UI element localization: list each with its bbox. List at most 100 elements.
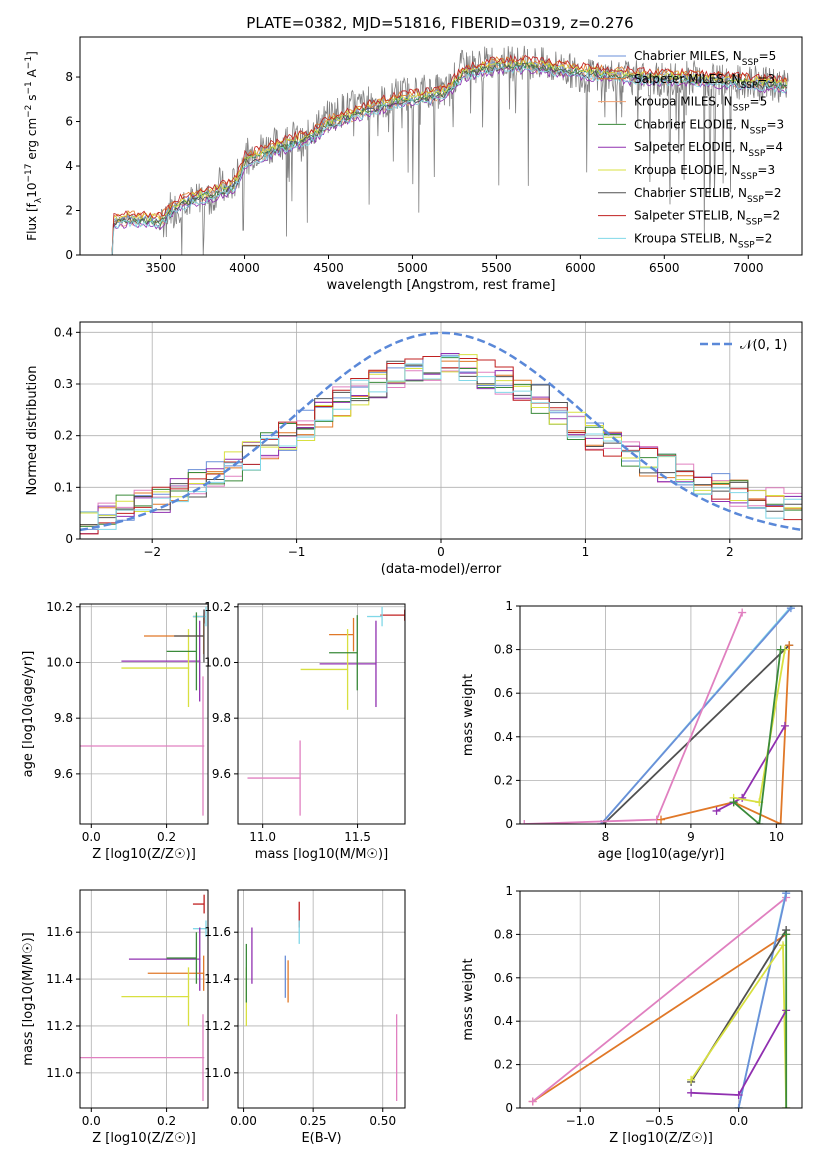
y-tick-label: 11.2 — [204, 1019, 231, 1033]
y-axis-label: mass [log10(M/M☉)] — [21, 932, 36, 1065]
chart-title: PLATE=0382, MJD=51816, FIBERID=0319, z=0… — [246, 14, 633, 32]
x-tick-label: 0.0 — [729, 1114, 748, 1128]
plus-marker — [782, 1104, 791, 1108]
plot-area — [520, 606, 796, 824]
x-tick-label: 0.2 — [157, 1114, 176, 1128]
plot-area — [528, 891, 791, 1108]
axes-age-vs-Z: 0.0 0.2 9.6 9.8 10.0 10.2 Z [log10(Z/Z☉)] age [… — [21, 600, 209, 862]
axes-mass-vs-EBV: 0.00 0.25 0.50 11.0 11.2 11.4 11.6 E(B-V) — [204, 889, 406, 1146]
x-tick-label: 6500 — [649, 261, 680, 275]
x-tick-label: 0.00 — [230, 1114, 257, 1128]
y-tick-label: 10.0 — [204, 655, 231, 669]
axis-frame: −1.0 −0.5 0.0 0 0.2 0.4 0.6 0.8 1 Z [log10(Z/Z☉)]… — [461, 884, 803, 1146]
legend-sub: SSP — [748, 149, 765, 159]
label-part: A — [25, 68, 39, 81]
plus-marker — [738, 608, 747, 617]
mass-weight-line — [532, 896, 787, 1103]
y-tick-label: 0.4 — [494, 1014, 513, 1028]
legend-entry: Kroupa MILES, NSSP=5 — [634, 95, 767, 114]
mass-weight-line — [600, 607, 792, 824]
label-part: erg cm — [25, 118, 39, 164]
plot-area — [80, 331, 802, 539]
legend-text: Salpeter STELIB, N — [634, 209, 746, 223]
plus-marker — [734, 1104, 743, 1108]
plus-marker — [782, 891, 791, 898]
x-tick-label: 0 — [437, 545, 445, 559]
y-axis-label: age [log10(age/yr)] — [21, 651, 36, 778]
x-tick-label: 9 — [687, 830, 695, 844]
axes-frame — [519, 890, 803, 1109]
x-axis-label: wavelength [Angstrom, rest frame] — [327, 278, 556, 293]
axes-frame — [79, 603, 209, 825]
y-tick-label: 11.6 — [204, 925, 231, 939]
plus-marker — [755, 820, 764, 824]
legend-text: =2 — [764, 186, 782, 200]
y-tick-label: 8 — [65, 70, 73, 84]
y-tick-label: 10.2 — [204, 600, 231, 614]
legend-text: Kroupa STELIB, N — [634, 231, 738, 245]
legend-entry: Chabrier MILES, NSSP=5 — [634, 49, 776, 68]
plus-marker — [782, 930, 791, 939]
plus-marker — [528, 1097, 537, 1106]
axes-mass-weight-vs-Z: −1.0 −0.5 0.0 0 0.2 0.4 0.6 0.8 1 Z [log10(Z/Z☉)]… — [461, 884, 803, 1146]
y-tick-label: 9.6 — [54, 767, 73, 781]
legend-text: Chabrier ELODIE, N — [634, 117, 750, 131]
legend-sub: SSP — [747, 195, 764, 205]
legend-sub: SSP — [750, 126, 767, 136]
legend-text: =3 — [757, 163, 775, 177]
label-part: Flux [f — [25, 202, 39, 240]
x-axis-label: Z [log10(Z/Z☉)] — [92, 1131, 196, 1146]
y-tick-label: 11.2 — [46, 1019, 73, 1033]
x-axis-label: (data-model)/error — [381, 562, 502, 577]
axes-age-vs-mass: 11.0 11.5 9.6 9.8 10.0 10.2 mass [log10(M/M☉)] — [204, 600, 406, 862]
label-part: −1 — [24, 56, 34, 69]
y-tick-label: 9.8 — [212, 711, 231, 725]
axis-frame: 0.0 0.2 9.6 9.8 10.0 10.2 Z [log10(Z/Z☉)] age [… — [21, 600, 209, 862]
model-Kroupa ELODIE, N_SSP=3 — [111, 58, 788, 255]
legend-text: =4 — [765, 140, 783, 154]
mass-weight-line — [524, 612, 744, 824]
x-tick-label: 0.25 — [300, 1114, 327, 1128]
y-axis-label: mass weight — [461, 958, 476, 1040]
legend-sub: SSP — [741, 172, 758, 182]
label-part: λ — [34, 197, 44, 203]
legend-entry: Kroupa STELIB, NSSP=2 — [634, 231, 772, 250]
legend-text: Kroupa ELODIE, N — [634, 163, 741, 177]
model-Kroupa STELIB, N_SSP=2 — [111, 65, 788, 255]
plus-marker — [657, 815, 665, 824]
x-axis-label: age [log10(age/yr)] — [598, 847, 725, 862]
y-tick-label: 0 — [505, 1101, 513, 1115]
x-tick-label: 11.0 — [249, 830, 276, 844]
legend-sub: SSP — [741, 81, 758, 91]
x-tick-label: 8 — [602, 830, 610, 844]
legend-entry: Salpeter STELIB, NSSP=2 — [634, 209, 780, 228]
y-tick-label: 0.8 — [494, 643, 513, 657]
x-tick-label: 0.50 — [369, 1114, 396, 1128]
legend-entry: 𝒩(0, 1) — [740, 338, 787, 353]
y-tick-label: 11.6 — [46, 925, 73, 939]
x-tick-label: 11.5 — [344, 830, 371, 844]
axes-frame — [237, 889, 406, 1109]
legend-entry: Chabrier STELIB, NSSP=2 — [634, 186, 782, 205]
axis-frame: 3500 4000 4500 5000 5500 6000 6500 7000 0 2 4 6 8 wav… — [24, 36, 803, 293]
plot-area — [80, 894, 207, 1101]
x-tick-label: 4000 — [229, 261, 260, 275]
plus-marker — [712, 806, 721, 815]
x-tick-label: 1 — [582, 545, 590, 559]
y-axis-label: Normed distribution — [25, 366, 40, 496]
x-axis-label: mass [log10(M/M☉)] — [255, 847, 388, 862]
axes-frame — [237, 603, 406, 825]
y-tick-label: 0.1 — [54, 480, 73, 494]
legend-text: =3 — [757, 72, 775, 86]
legend-text: Salpeter ELODIE, N — [634, 140, 748, 154]
legend-text: Chabrier MILES, N — [634, 49, 742, 63]
y-tick-label: 0.2 — [494, 1058, 513, 1072]
axes-frame — [519, 605, 803, 825]
legend-text: =5 — [759, 49, 777, 63]
axes-mass-weight-vs-age: 8 9 10 0 0.2 0.4 0.6 0.8 1 age [log10(age/yr)] mas… — [461, 599, 803, 862]
y-tick-label: 11.4 — [46, 972, 73, 986]
y-tick-label: 9.8 — [54, 711, 73, 725]
label-part: −17 — [24, 164, 34, 183]
y-tick-label: 9.6 — [212, 767, 231, 781]
